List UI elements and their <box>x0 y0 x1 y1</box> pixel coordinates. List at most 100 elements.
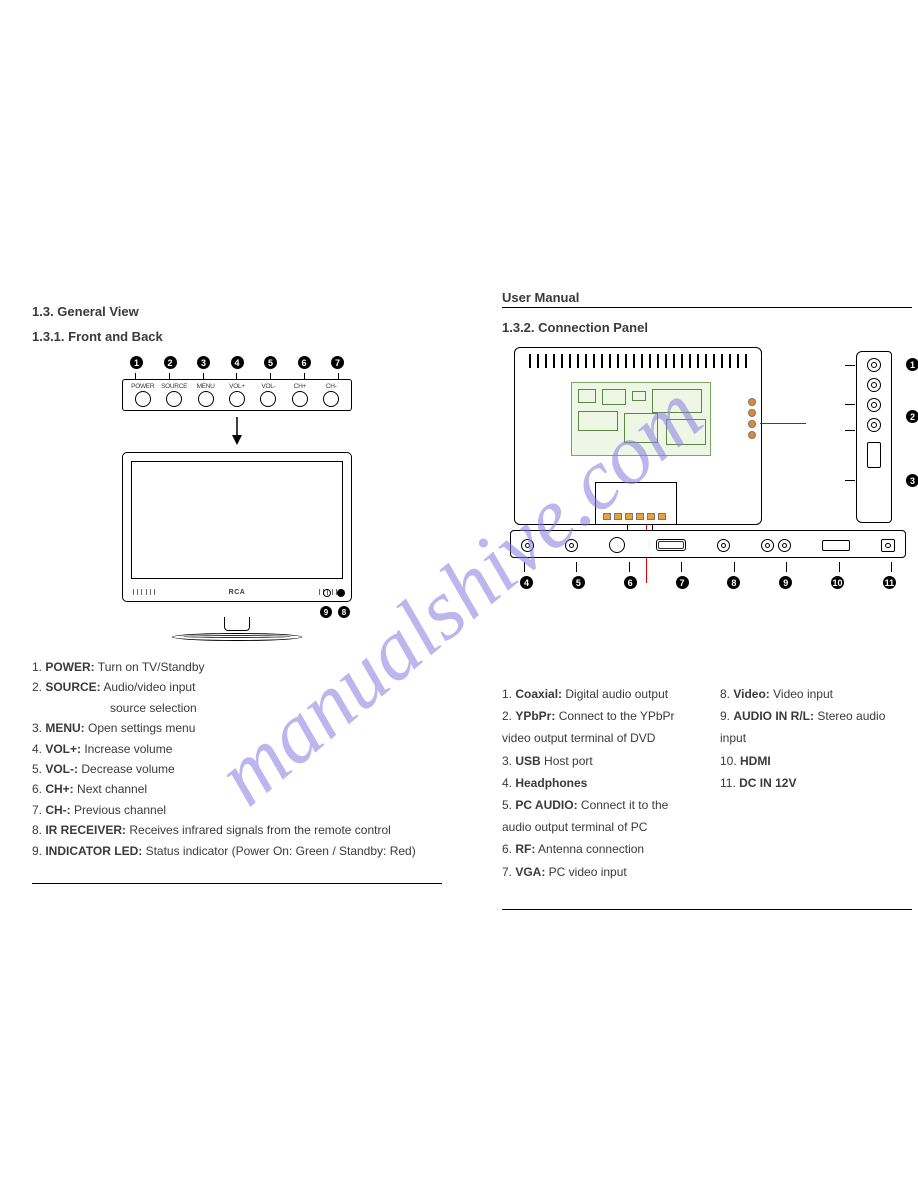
back-ports-bottom <box>603 513 666 520</box>
right-page: User Manual 1.3.2. Connection Panel <box>502 290 912 910</box>
section-title: 1.3. General View <box>32 304 442 319</box>
callout-5: 5 <box>572 576 585 589</box>
left-page: 1.3. General View 1.3.1. Front and Back … <box>32 290 442 884</box>
callout-5: 5 <box>264 356 277 369</box>
legend-item: 9. AUDIO IN R/L: Stereo audio <box>720 705 912 727</box>
strip-callouts: 4 5 6 7 8 9 10 11 <box>510 576 906 589</box>
side-jack-coaxial <box>867 358 881 372</box>
legend-item: 3. MENU: Open settings menu <box>32 718 442 738</box>
legend-col-2: 8. Video: Video input9. AUDIO IN R/L: St… <box>720 683 912 883</box>
callout-1: 1 <box>130 356 143 369</box>
legend-item: 8. IR RECEIVER: Receives infrared signal… <box>32 820 442 840</box>
legend-item: 3. USB Host port <box>502 750 694 772</box>
callout-3: 3 <box>197 356 210 369</box>
jack-hdmi <box>822 540 850 551</box>
indicator-led <box>337 589 345 597</box>
callout-9: 9 <box>779 576 792 589</box>
legend-item: 4. Headphones <box>502 772 694 794</box>
legend-item: 7. CH-: Previous channel <box>32 800 442 820</box>
tv-bezel: RCA <box>122 452 352 602</box>
btn-label: CH+ <box>284 383 315 390</box>
side-panel: 1 2 3 <box>856 351 892 523</box>
side-jack-pr <box>867 418 881 432</box>
tv-logo: RCA <box>229 589 246 596</box>
side-callout-1: 1 <box>906 358 918 371</box>
legend-item: source selection <box>32 698 442 718</box>
btn-label: POWER <box>127 383 158 390</box>
jack-dc <box>881 539 895 552</box>
legend-item: 6. RF: Antenna connection <box>502 838 694 860</box>
legend-item: 7. VGA: PC video input <box>502 861 694 883</box>
front-back-legend: 1. POWER: Turn on TV/Standby2. SOURCE: A… <box>32 657 442 861</box>
btn-label: MENU <box>190 383 221 390</box>
vents <box>529 354 747 368</box>
legend-item: 8. Video: Video input <box>720 683 912 705</box>
subsection-title: 1.3.2. Connection Panel <box>502 320 912 335</box>
side-callout-3: 3 <box>906 474 918 487</box>
legend-item: 2. SOURCE: Audio/video input <box>32 677 442 697</box>
callout-6: 6 <box>624 576 637 589</box>
jack-pcaudio <box>565 539 578 552</box>
jack-video <box>717 539 730 552</box>
button-strip: POWER SOURCE MENU VOL+ VOL- CH+ CH- <box>122 379 352 411</box>
back-ports-side <box>748 398 756 439</box>
callout-11: 11 <box>883 576 896 589</box>
subsection-title: 1.3.1. Front and Back <box>32 329 442 344</box>
callout-6: 6 <box>298 356 311 369</box>
btn-label: VOL- <box>253 383 284 390</box>
callout-8: 8 <box>338 606 350 618</box>
leader-line <box>760 423 806 424</box>
speaker-left <box>133 589 155 595</box>
callout-row-top: 1 2 3 4 5 6 7 <box>122 356 352 369</box>
side-jack-pb <box>867 398 881 412</box>
jack-headphone <box>521 539 534 552</box>
callout-2: 2 <box>164 356 177 369</box>
legend-col-1: 1. Coaxial: Digital audio output2. YPbPr… <box>502 683 694 883</box>
legend-item: 9. INDICATOR LED: Status indicator (Powe… <box>32 841 442 861</box>
side-callout-2: 2 <box>906 410 918 423</box>
page-footer-rule <box>502 909 912 910</box>
callout-9: 9 <box>320 606 332 618</box>
page-header-rule <box>502 307 912 308</box>
tv-front-diagram: RCA 9 8 <box>122 452 352 641</box>
btn-label: SOURCE <box>158 383 189 390</box>
legend-item: 1. Coaxial: Digital audio output <box>502 683 694 705</box>
legend-item: 2. YPbPr: Connect to the YPbPr <box>502 705 694 727</box>
legend-item: 5. PC AUDIO: Connect it to the <box>502 794 694 816</box>
callout-7: 7 <box>331 356 344 369</box>
legend-item: input <box>720 727 912 749</box>
page-footer-rule <box>32 883 442 884</box>
tv-stand <box>167 617 307 641</box>
callout-8: 8 <box>727 576 740 589</box>
jack-vga <box>656 539 686 551</box>
callout-4: 4 <box>520 576 533 589</box>
bottom-connector-strip: 4 5 6 7 8 9 10 11 <box>510 530 906 589</box>
side-jack-y <box>867 378 881 392</box>
btn-label: VOL+ <box>221 383 252 390</box>
page-header-title: User Manual <box>502 290 912 305</box>
legend-item: 1. POWER: Turn on TV/Standby <box>32 657 442 677</box>
jack-audio-r <box>778 539 791 552</box>
legend-item: 5. VOL-: Decrease volume <box>32 759 442 779</box>
callout-10: 10 <box>831 576 844 589</box>
btn-label: CH- <box>316 383 347 390</box>
strip-ticks <box>510 562 906 572</box>
pcb-board <box>571 382 711 456</box>
legend-item: 4. VOL+: Increase volume <box>32 739 442 759</box>
callout-4: 4 <box>231 356 244 369</box>
ir-receiver <box>323 589 331 597</box>
tv-screen <box>131 461 343 579</box>
arrow-down-icon <box>122 417 352 448</box>
tv-back-outline <box>514 347 762 525</box>
legend-item: 11. DC IN 12V <box>720 772 912 794</box>
legend-item: 10. HDMI <box>720 750 912 772</box>
legend-item: video output terminal of DVD <box>502 727 694 749</box>
callout-7: 7 <box>676 576 689 589</box>
jack-rf <box>609 537 625 553</box>
legend-item: 6. CH+: Next channel <box>32 779 442 799</box>
legend-item: audio output terminal of PC <box>502 816 694 838</box>
side-usb <box>867 442 881 468</box>
button-strip-diagram: 1 2 3 4 5 6 7 POWER SOURCE MENU VOL+ VOL… <box>122 356 352 448</box>
jack-audio-l <box>761 539 774 552</box>
connection-legend: 1. Coaxial: Digital audio output2. YPbPr… <box>502 683 912 883</box>
